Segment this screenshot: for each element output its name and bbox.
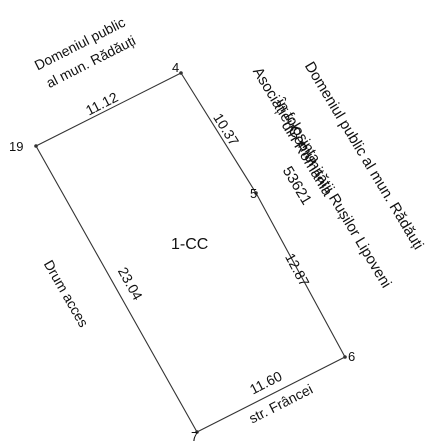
point-label-6: 6: [348, 349, 355, 364]
neighbor-west-label: Drum acces: [41, 257, 92, 330]
vertex-marker-19: [34, 144, 38, 148]
point-label-7: 7: [191, 429, 198, 441]
neighbor-north-label: Domeniul public al mun. Rădăuți: [32, 14, 138, 91]
edge-19-4: [35, 72, 182, 147]
edge-6-7: [196, 356, 346, 433]
vertex-marker-5: [254, 191, 258, 195]
distance-4-5: 10.37: [210, 110, 242, 148]
point-label-19: 19: [9, 139, 23, 154]
edge-4-5: [180, 72, 257, 194]
neighbor-east-label: Domeniul public al mun. Rădăuți în folos…: [249, 59, 427, 291]
edge-7-19: [35, 145, 198, 433]
vertex-marker-7: [195, 430, 199, 434]
vertex-markers: [34, 71, 347, 434]
parcel-boundary: [35, 72, 346, 433]
distance-19-4: 11.12: [83, 89, 121, 119]
vertex-marker-4: [179, 71, 183, 75]
vertex-marker-6: [343, 355, 347, 359]
edge-5-6: [255, 192, 346, 358]
distance-6-7: 11.60: [247, 368, 285, 398]
point-label-4: 4: [172, 60, 179, 75]
distance-7-19: 23.04: [115, 264, 146, 303]
parcel-id-label: 1-CC: [171, 236, 208, 253]
point-label-5: 5: [250, 186, 257, 201]
distance-5-6: 12.87: [282, 250, 313, 289]
